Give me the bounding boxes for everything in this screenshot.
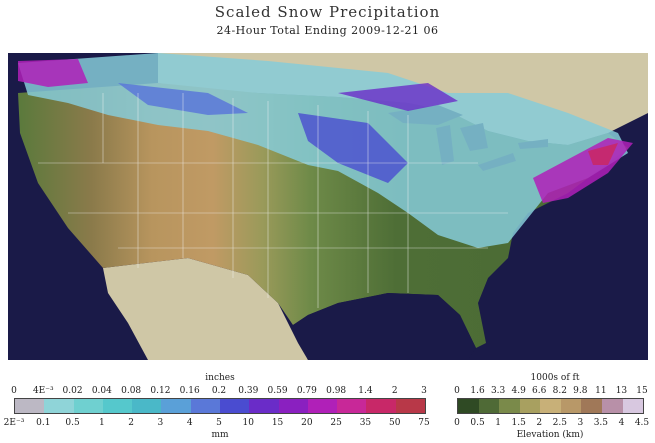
gulf-of-mexico — [293, 293, 476, 360]
elevation-tick-label: 0 — [454, 418, 460, 428]
elevation-tick-label: 9.8 — [573, 386, 588, 396]
elevation-color-swatch — [458, 399, 479, 413]
elevation-tick-label: 6.6 — [532, 386, 547, 396]
snow-tick-label: 3 — [157, 418, 164, 428]
snow-tick-label: 0.59 — [267, 386, 288, 396]
snow-tick-label: 0.12 — [150, 386, 171, 396]
state-boundaries — [38, 93, 508, 308]
snow-color-swatch — [132, 399, 162, 413]
elevation-color-swatch — [540, 399, 561, 413]
elevation-tick-label: 15 — [636, 386, 648, 396]
elevation-color-swatch — [560, 399, 582, 413]
snow-tick-label: 0.16 — [179, 386, 200, 396]
elevation-tick-label: 0 — [454, 386, 460, 396]
snow-tick-label: 2 — [391, 386, 398, 396]
snow-moderate-plains — [298, 113, 408, 183]
snow-tick-label: 0 — [11, 386, 17, 396]
snow-tick-label: 0.5 — [65, 418, 80, 428]
elevation-color-swatch — [478, 399, 500, 413]
snow-color-swatch — [395, 399, 425, 413]
elevation-tick-label: 3.3 — [490, 386, 506, 396]
snow-moderate-north — [338, 83, 458, 111]
snow-color-swatch — [219, 399, 250, 413]
elevation-color-swatch — [581, 399, 602, 413]
elevation-tick-label: 2.5 — [552, 418, 567, 428]
snow-tick-label: 2E⁻³ — [3, 418, 25, 428]
elevation-color-swatch — [622, 399, 644, 413]
snow-tick-label: 4E⁻³ — [32, 386, 54, 396]
elevation-tick-label: 4.5 — [634, 418, 650, 428]
snow-colorbar — [14, 398, 426, 414]
snow-tick-label: 0.04 — [91, 386, 112, 396]
snow-color-swatch — [44, 399, 74, 413]
snow-tick-label: 0.1 — [36, 418, 51, 428]
elevation-colorbar — [457, 398, 644, 414]
elevation-tick-label: 11 — [595, 386, 607, 396]
elevation-tick-label: 3 — [577, 418, 584, 428]
snow-tick-label: 20 — [301, 418, 313, 428]
snow-tick-label: 4 — [186, 418, 193, 428]
snow-color-swatch — [337, 399, 367, 413]
map-canvas — [8, 53, 648, 360]
elevation-tick-label: 13 — [615, 386, 628, 396]
elevation-legend-top-units: 1000s of ft — [530, 373, 580, 383]
elevation-legend-bottom-units: Elevation (km) — [516, 430, 584, 440]
elevation-tick-label: 4 — [618, 418, 625, 428]
elevation-color-swatch — [601, 399, 623, 413]
snow-color-swatch — [73, 399, 103, 413]
snow-tick-label: 1 — [98, 418, 105, 428]
snow-max-ne — [588, 143, 618, 165]
elevation-color-swatch — [519, 399, 541, 413]
elevation-tick-label: 3.5 — [593, 418, 609, 428]
snow-color-swatch — [366, 399, 396, 413]
snow-legend-bottom-units: mm — [211, 430, 229, 440]
elevation-tick-label: 2 — [536, 418, 543, 428]
map-title: Scaled Snow Precipitation — [214, 3, 441, 21]
snow-tick-label: 0.98 — [326, 386, 347, 396]
snow-tick-label: 75 — [418, 418, 430, 428]
snow-tick-label: 10 — [242, 418, 255, 428]
elevation-tick-label: 4.9 — [511, 386, 526, 396]
snow-tick-label: 1.4 — [358, 386, 373, 396]
snow-color-swatch — [278, 399, 308, 413]
snow-tick-label: 0.39 — [238, 386, 259, 396]
snow-tick-label: 25 — [330, 418, 342, 428]
map-subtitle: 24-Hour Total Ending 2009-12-21 06 — [216, 24, 439, 37]
snow-legend-top-units: inches — [205, 373, 235, 383]
snow-color-swatch — [190, 399, 220, 413]
snow-tick-label: 0.79 — [296, 386, 317, 396]
mexico-landmass — [103, 258, 308, 360]
elevation-tick-label: 1.5 — [511, 418, 526, 428]
snow-color-swatch — [15, 399, 45, 413]
elevation-tick-label: 0.5 — [470, 418, 485, 428]
snow-color-swatch — [307, 399, 338, 413]
snow-color-swatch — [102, 399, 133, 413]
snow-tick-label: 5 — [216, 418, 222, 428]
elevation-tick-label: 8.2 — [552, 386, 567, 396]
snow-heavy-nw — [18, 59, 88, 87]
snow-tick-label: 2 — [128, 418, 135, 428]
snow-tick-label: 3 — [421, 386, 427, 396]
snow-tick-label: 0.08 — [121, 386, 142, 396]
elevation-color-swatch — [499, 399, 520, 413]
elevation-tick-label: 1 — [495, 418, 501, 428]
snow-tick-label: 35 — [359, 418, 372, 428]
elevation-tick-label: 1.6 — [470, 386, 485, 396]
snow-map — [8, 53, 648, 360]
snow-tick-label: 0.02 — [62, 386, 83, 396]
snow-color-swatch — [249, 399, 279, 413]
snow-tick-label: 50 — [388, 418, 401, 428]
snow-tick-label: 15 — [271, 418, 284, 428]
snow-tick-label: 0.2 — [211, 386, 227, 396]
snow-color-swatch — [161, 399, 191, 413]
